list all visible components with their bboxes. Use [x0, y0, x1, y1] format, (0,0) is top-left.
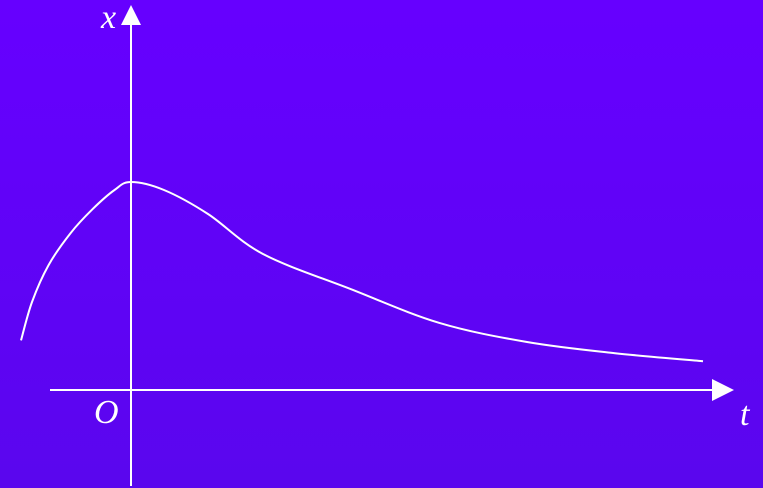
- x-axis-arrowhead: [121, 5, 141, 25]
- x-axis-label: x: [101, 0, 117, 36]
- t-axis-label: t: [740, 396, 750, 433]
- x-t-curve: [20, 180, 704, 363]
- t-axis-arrowhead: [712, 379, 734, 401]
- origin-label: O: [94, 394, 119, 431]
